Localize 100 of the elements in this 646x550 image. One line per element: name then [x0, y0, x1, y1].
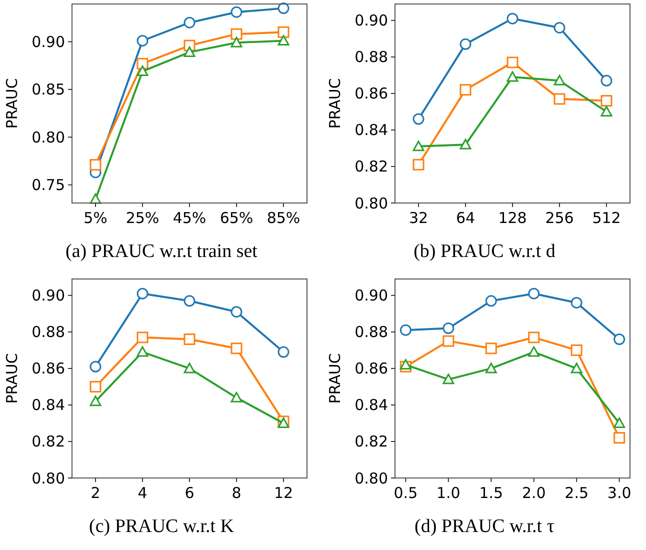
point	[570, 362, 582, 374]
point	[506, 71, 518, 82]
y-tick-label: 0.88	[32, 323, 65, 342]
y-tick-label: 0.88	[354, 48, 388, 66]
point	[442, 335, 454, 347]
y-tick-label: 0.90	[32, 286, 65, 305]
point	[184, 362, 196, 374]
x-tick-label: 2.0	[522, 484, 546, 502]
text: (d) PRAUC w.r.t τ	[414, 516, 555, 537]
y-tick-label: 0.90	[354, 286, 388, 305]
point	[570, 344, 582, 356]
x-tick-label: 0.5	[394, 484, 418, 502]
point	[570, 296, 582, 308]
x-tick-label: 128	[498, 209, 527, 227]
x-tick-label: 8	[232, 484, 242, 502]
point	[230, 28, 242, 40]
y-tick-label: 0.80	[32, 469, 65, 488]
x-tick-label: 1.0	[436, 484, 460, 502]
text: (c) PRAUC w.r.t K	[89, 516, 234, 537]
y-tick-label: 0.86	[354, 360, 388, 378]
y-tick-label: 0.86	[32, 360, 65, 378]
point	[460, 38, 472, 50]
x-tick-label: 3.0	[607, 484, 632, 502]
point	[614, 417, 626, 428]
text: (b) PRAUC w.r.t d	[414, 241, 556, 262]
point	[90, 159, 102, 171]
x-tick-label: 2.5	[564, 484, 589, 502]
point	[528, 346, 540, 357]
point	[600, 74, 612, 86]
y-tick-label: 0.90	[32, 32, 65, 51]
y-axis-title: PRAUC	[3, 353, 21, 404]
point	[230, 392, 242, 402]
y-tick-label: 0.84	[354, 121, 388, 140]
x-tick-label: 1.5	[479, 484, 504, 502]
y-tick-label: 0.90	[354, 12, 388, 30]
point	[460, 138, 472, 150]
y-tick-label: 0.82	[32, 432, 65, 451]
point	[460, 84, 472, 96]
point	[528, 288, 540, 300]
x-tick-label: 4	[138, 484, 148, 502]
point	[400, 324, 412, 336]
y-tick-label: 0.85	[32, 80, 65, 99]
point	[184, 16, 196, 28]
point	[90, 360, 102, 372]
x-tick-label: 12	[274, 484, 294, 502]
point	[184, 295, 196, 307]
x-tick-label: 6	[184, 484, 194, 502]
y-tick-label: 0.88	[354, 323, 388, 342]
point	[230, 342, 242, 354]
y-tick-label: 0.80	[354, 194, 388, 212]
x-tick-label: 256	[545, 209, 574, 227]
point	[230, 6, 242, 18]
point	[506, 12, 518, 24]
point	[528, 332, 540, 344]
x-tick-label: 45%	[172, 209, 206, 227]
point	[400, 359, 412, 370]
point	[136, 34, 148, 46]
x-tick-label: 25%	[126, 209, 160, 227]
point	[278, 2, 290, 14]
point	[136, 66, 148, 76]
point	[90, 380, 102, 392]
point	[442, 322, 454, 334]
x-tick-label: 85%	[266, 209, 300, 227]
y-tick-label: 0.80	[354, 469, 388, 488]
y-tick-label: 0.84	[32, 396, 65, 414]
point	[485, 295, 497, 307]
y-tick-label: 0.86	[354, 84, 388, 103]
point	[485, 362, 497, 374]
point	[184, 46, 196, 57]
point	[600, 95, 612, 107]
point	[278, 26, 290, 38]
point	[614, 334, 626, 345]
y-tick-label: 0.82	[354, 432, 388, 451]
y-tick-label: 0.75	[32, 176, 65, 194]
point	[412, 113, 424, 125]
point	[136, 288, 148, 300]
y-axis-title: PRAUC	[3, 78, 21, 129]
point	[554, 93, 566, 105]
point	[412, 140, 424, 152]
x-tick-label: 64	[456, 209, 476, 227]
point	[554, 74, 566, 86]
point	[136, 346, 148, 357]
y-tick-label: 0.82	[354, 158, 388, 176]
point	[278, 34, 290, 46]
point	[136, 332, 148, 344]
point	[90, 396, 102, 406]
point	[614, 432, 626, 444]
text: (a) PRAUC w.r.t train set	[66, 241, 258, 262]
point	[230, 36, 242, 48]
y-tick-label: 0.80	[32, 128, 65, 146]
point	[506, 56, 518, 68]
y-axis-title: PRAUC	[326, 78, 344, 129]
point	[278, 346, 290, 358]
point	[485, 342, 497, 354]
x-tick-label: 5%	[84, 209, 108, 227]
x-tick-label: 512	[592, 209, 621, 227]
y-axis-title: PRAUC	[326, 353, 344, 404]
x-tick-label: 32	[408, 209, 428, 227]
point	[230, 306, 242, 318]
point	[600, 106, 612, 116]
